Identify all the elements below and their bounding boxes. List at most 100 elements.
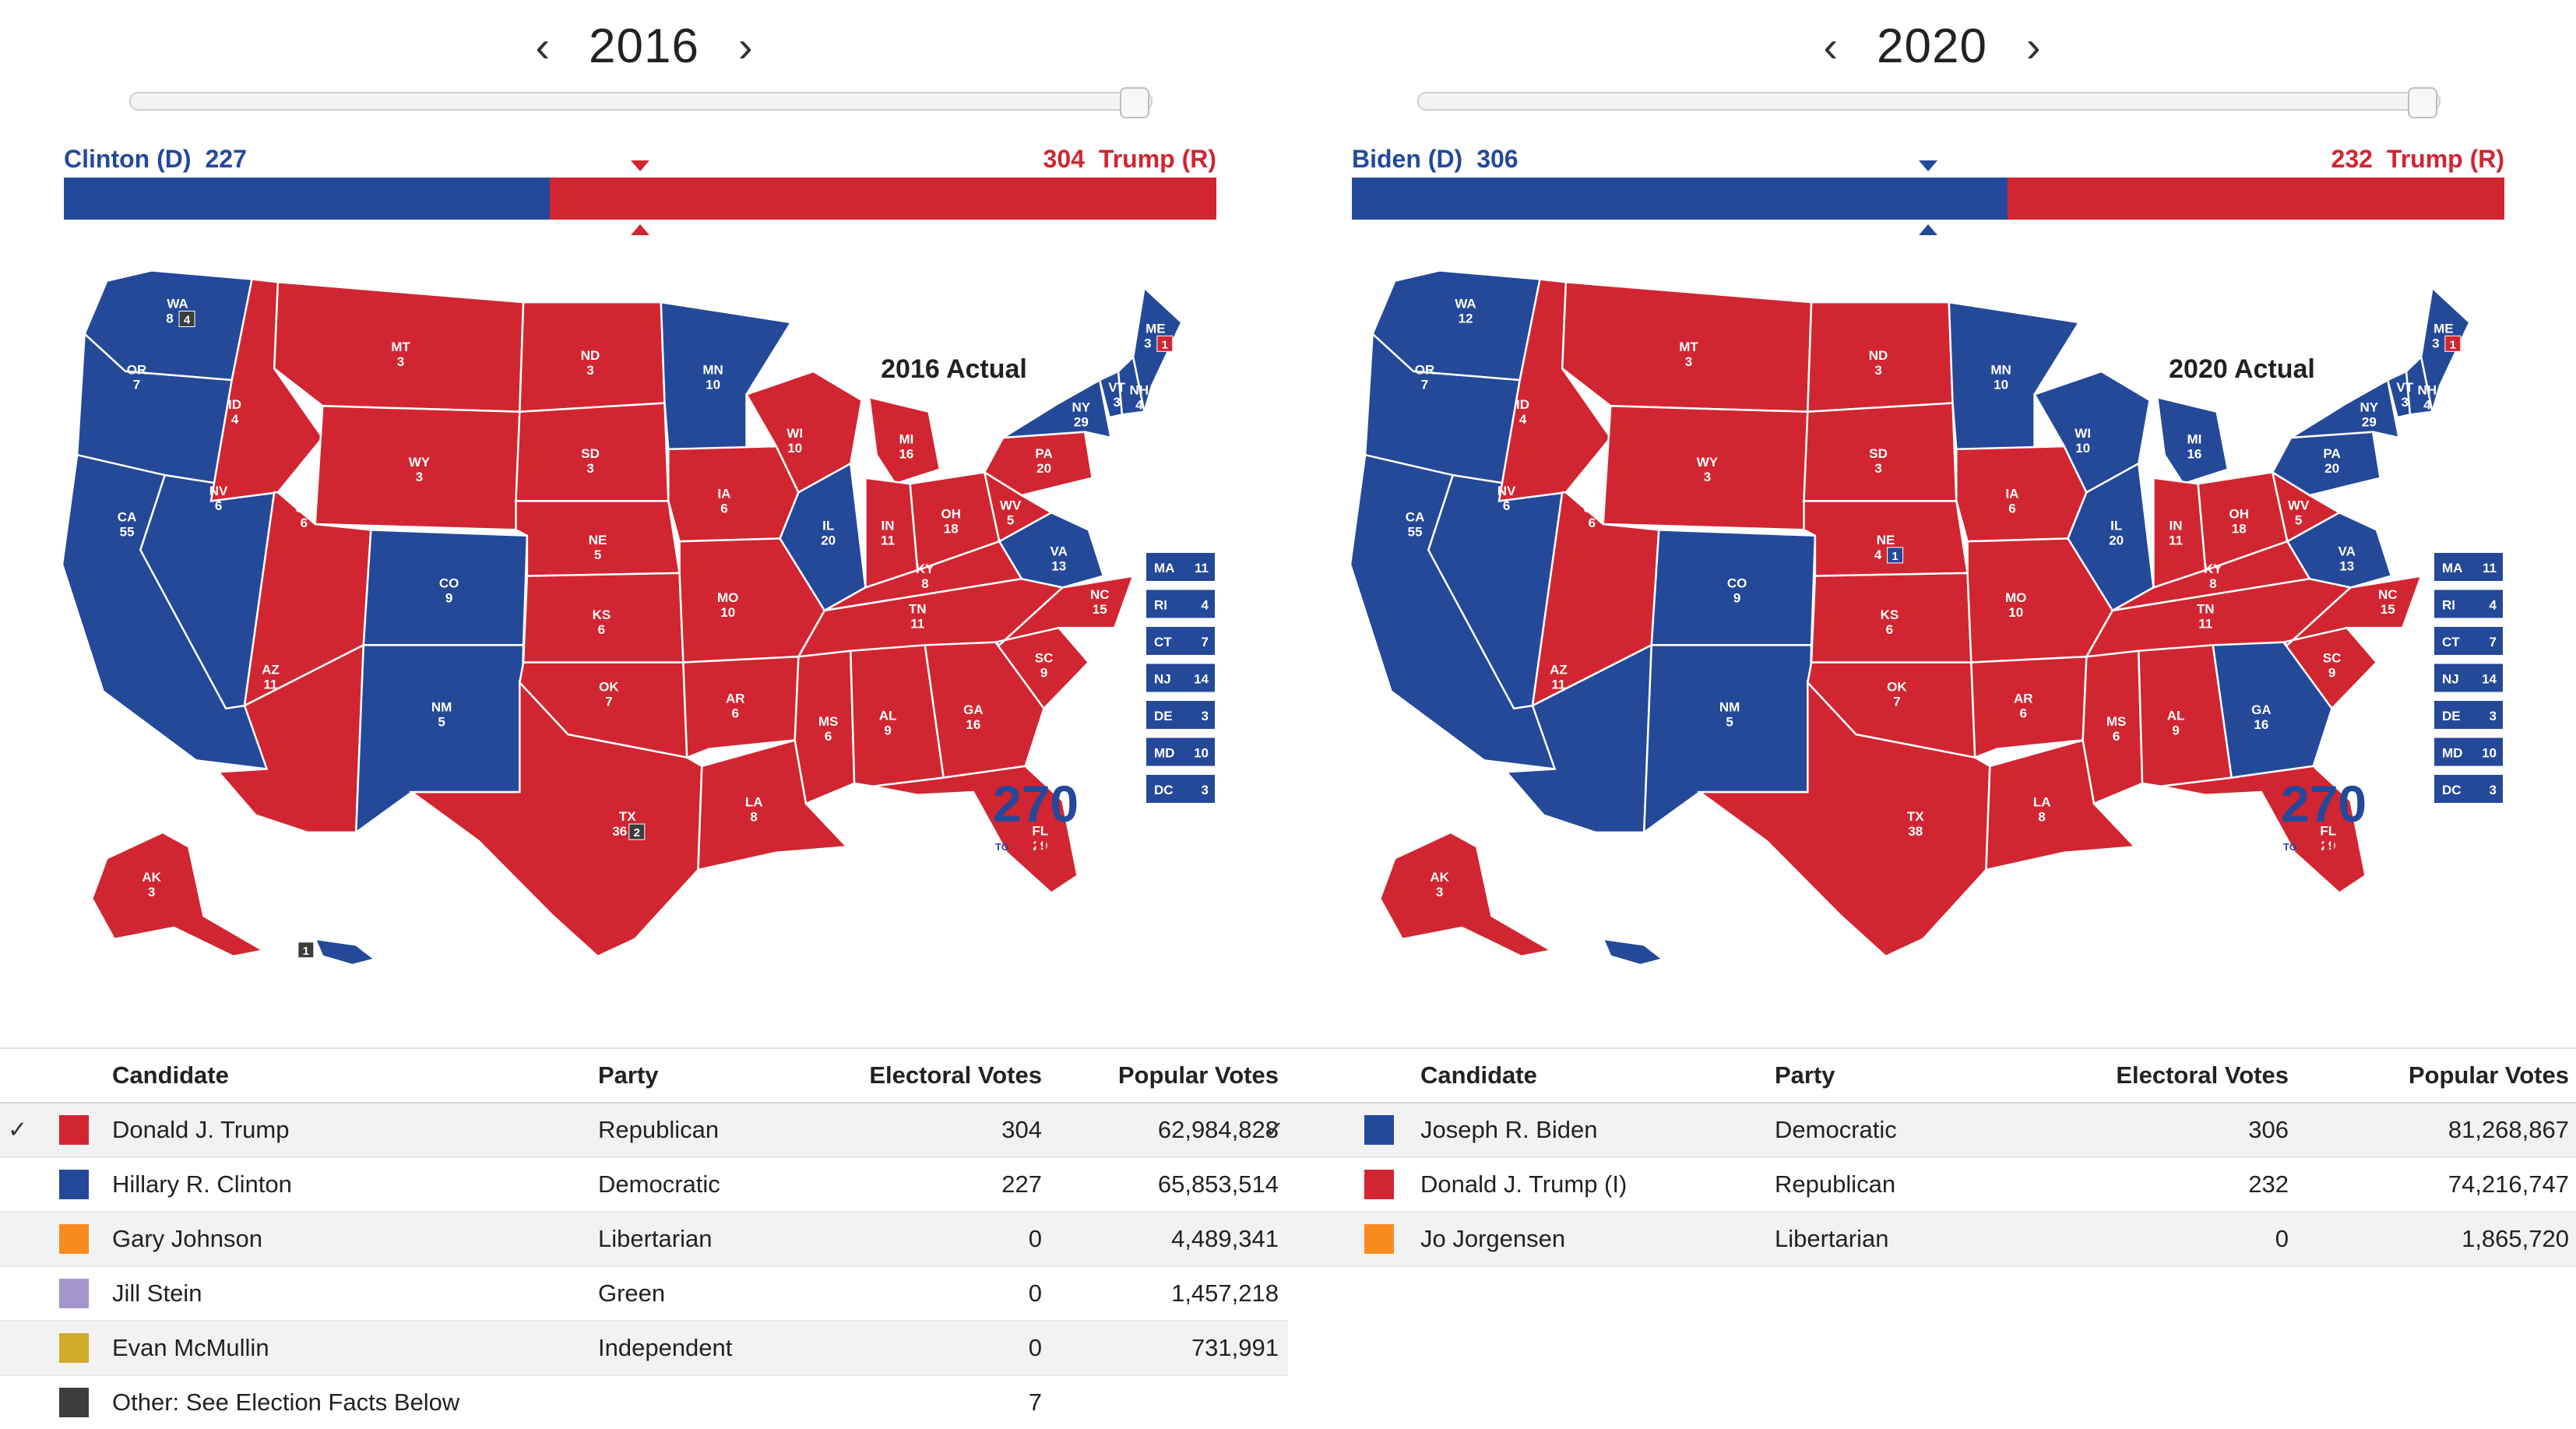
state-ev-label: 4 (1135, 398, 1143, 413)
small-state-md[interactable] (1146, 737, 1215, 766)
majority-marker-bottom (631, 224, 649, 235)
state-hi[interactable] (1601, 938, 1665, 966)
state-mi[interactable] (867, 396, 941, 485)
state-ar[interactable] (682, 655, 800, 759)
state-abbr-label: KS (593, 607, 611, 622)
small-state-nj[interactable] (1146, 663, 1215, 692)
candidate-row[interactable]: Jo Jorgensen Libertarian 0 1,865,720 (1288, 1213, 2576, 1267)
state-abbr-label: SC (1035, 651, 1054, 666)
state-ms[interactable] (794, 649, 856, 805)
candidate-row[interactable]: Gary Johnson Libertarian 0 4,489,341 (0, 1213, 1288, 1267)
chevron-left-icon[interactable]: ‹ (535, 21, 551, 71)
chevron-right-icon[interactable]: › (737, 21, 753, 71)
state-ev-label: 11 (1551, 677, 1565, 692)
state-abbr-label: NY (1072, 400, 1091, 415)
small-state-dc[interactable] (2434, 775, 2503, 803)
state-pa[interactable] (983, 431, 1094, 497)
state-ia[interactable] (667, 445, 800, 543)
state-tx[interactable] (1696, 680, 1991, 958)
year-slider[interactable] (1417, 87, 2441, 118)
split-vote-badge (2444, 335, 2462, 352)
state-ev-label: 4 (2423, 398, 2431, 413)
state-ms[interactable] (2082, 649, 2144, 805)
candidate-row[interactable]: ✓ Donald J. Trump Republican 304 62,984,828 (0, 1103, 1288, 1158)
candidate-popular-votes: 62,984,828 (1157, 1116, 1279, 1143)
state-ev-label: 15 (2381, 602, 2395, 617)
state-abbr-label: KY (2204, 561, 2222, 576)
state-abbr-label: MT (391, 340, 410, 354)
dem-bar-segment (1352, 178, 2008, 220)
state-mi[interactable] (2155, 396, 2229, 485)
header-electoral-votes: Electoral Votes (869, 1061, 1042, 1089)
small-state-ma[interactable] (2434, 553, 2503, 581)
candidate-row[interactable]: Jill Stein Green 0 1,457,218 (0, 1267, 1288, 1322)
small-state-abbr: NJ (1154, 672, 1171, 687)
state-abbr-label: SD (581, 446, 600, 461)
candidate-electoral-votes: 7 (1028, 1389, 1042, 1416)
state-tx[interactable] (408, 680, 703, 958)
state-ev-label: 29 (1033, 839, 1047, 854)
state-ga[interactable] (924, 641, 1045, 780)
split-vote-badge (297, 942, 315, 959)
small-state-abbr: MD (1154, 746, 1174, 761)
candidate-row[interactable]: ✓ Joseph R. Biden Democratic 306 81,268,867 (1265, 1103, 2576, 1158)
state-ev-label: 29 (1074, 415, 1089, 430)
year-slider-thumb[interactable] (1120, 87, 1149, 118)
small-state-dc[interactable] (1146, 775, 1215, 803)
year-slider-thumb[interactable] (2408, 87, 2437, 118)
candidate-row[interactable]: Evan McMullin Independent 0 731,991 (0, 1322, 1288, 1376)
winner-check-icon: ✓ (1265, 1117, 1285, 1143)
state-ny[interactable] (1002, 378, 1113, 439)
small-state-de[interactable] (1146, 701, 1215, 729)
us-electoral-map: WA12OR7CA55NV6ID4MT3WY3UT6AZ11CO9NM5ND3S… (1350, 269, 2503, 966)
state-abbr-label: UT (295, 501, 313, 516)
state-ia[interactable] (1955, 445, 2088, 543)
state-ev-label: 3 (2401, 395, 2408, 410)
small-state-ri[interactable] (1146, 590, 1215, 618)
state-abbr-label: VT (1108, 380, 1125, 395)
state-ev-label: 11 (263, 677, 277, 692)
state-fl[interactable] (872, 765, 1079, 895)
small-state-ma[interactable] (1146, 553, 1215, 581)
state-abbr-label: TN (909, 602, 927, 617)
candidate-row[interactable]: Other: See Election Facts Below 7 (0, 1376, 1288, 1429)
small-state-abbr: RI (2442, 598, 2455, 613)
candidate-row[interactable]: Donald J. Trump (I) Republican 232 74,216,7… (1288, 1158, 2576, 1213)
party-color-swatch (1364, 1115, 1394, 1145)
chevron-right-icon[interactable]: › (2025, 21, 2041, 71)
state-ak[interactable] (1378, 831, 1554, 958)
small-state-abbr: CT (1154, 635, 1172, 649)
small-state-nj[interactable] (2434, 663, 2503, 692)
year-slider[interactable] (129, 87, 1153, 118)
state-ar[interactable] (1970, 655, 2088, 759)
state-ev-label: 3 (1436, 885, 1443, 899)
results-table: Candidate Party Electoral Votes Popular Vot… (0, 1047, 1288, 1429)
small-state-md[interactable] (2434, 737, 2503, 766)
rep-candidate-name: Trump (R) (2386, 145, 2504, 173)
small-state-de[interactable] (2434, 701, 2503, 729)
candidate-row[interactable]: Hillary R. Clinton Democratic 227 65,853,51… (0, 1158, 1288, 1213)
small-state-ev: 10 (2482, 746, 2497, 761)
state-abbr-label: OR (127, 363, 147, 378)
state-ev-label: 9 (884, 723, 891, 738)
state-ev-label: 8 (750, 810, 757, 825)
state-fl[interactable] (2160, 765, 2367, 895)
split-vote-count: 1 (303, 945, 309, 958)
state-ev-label: 3 (148, 885, 155, 899)
chevron-left-icon[interactable]: ‹ (1823, 21, 1839, 71)
state-abbr-label: SD (1869, 446, 1888, 461)
state-abbr-label: CA (1406, 509, 1425, 524)
state-abbr-label: WV (1000, 498, 1022, 513)
candidate-electoral-votes: 306 (2248, 1116, 2289, 1143)
winner-check-icon: ✓ (8, 1117, 28, 1143)
small-state-ri[interactable] (2434, 590, 2503, 618)
state-ev-label: 8 (2209, 576, 2216, 591)
state-ak[interactable] (90, 831, 266, 958)
state-ny[interactable] (2290, 378, 2401, 439)
state-ga[interactable] (2212, 641, 2333, 780)
small-state-ct[interactable] (1146, 627, 1215, 655)
small-state-ct[interactable] (2434, 627, 2503, 655)
state-pa[interactable] (2271, 431, 2382, 497)
dem-candidate-name: Clinton (D) (64, 145, 192, 173)
state-hi[interactable] (313, 938, 377, 966)
